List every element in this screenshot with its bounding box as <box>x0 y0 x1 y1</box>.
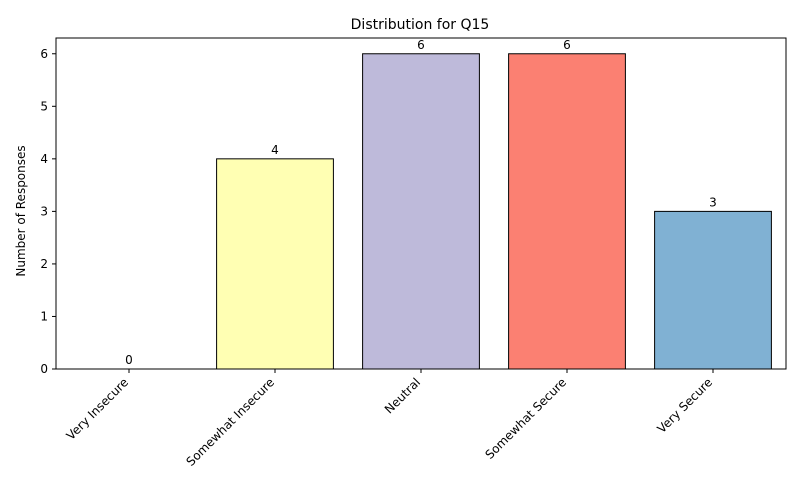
x-tick-label-3: Somewhat Secure <box>482 375 569 462</box>
bar-value-label-1: 4 <box>271 143 279 157</box>
plot-area: 0 4 6 6 3 0 1 2 3 4 5 6 Very Insecure Somewhat Insecu… <box>40 37 787 469</box>
y-tick-label-0: 0 <box>40 362 48 376</box>
y-axis-label: Number of Responses <box>14 145 28 276</box>
x-tick-label-1: Somewhat Insecure <box>184 375 278 469</box>
bar-value-label-0: 0 <box>125 353 133 367</box>
x-tick-label-0: Very Insecure <box>64 375 132 443</box>
bar-3 <box>508 53 626 370</box>
bar-2 <box>362 53 480 370</box>
chart-title: Distribution for Q15 <box>351 17 490 33</box>
x-tick-label-4: Very Secure <box>654 375 715 436</box>
bar-1 <box>216 158 334 370</box>
y-tick-label-5: 5 <box>40 99 48 113</box>
y-tick-label-6: 6 <box>40 47 48 61</box>
bar-value-label-4: 3 <box>709 195 717 209</box>
y-tick-label-4: 4 <box>40 152 48 166</box>
x-tick-label-2: Neutral <box>382 375 423 416</box>
bar-4 <box>654 210 772 370</box>
bar-value-label-2: 6 <box>417 38 425 52</box>
y-tick-label-3: 3 <box>40 204 48 218</box>
y-tick-label-2: 2 <box>40 257 48 271</box>
y-tick-label-1: 1 <box>40 309 48 323</box>
bar-value-label-3: 6 <box>563 38 571 52</box>
